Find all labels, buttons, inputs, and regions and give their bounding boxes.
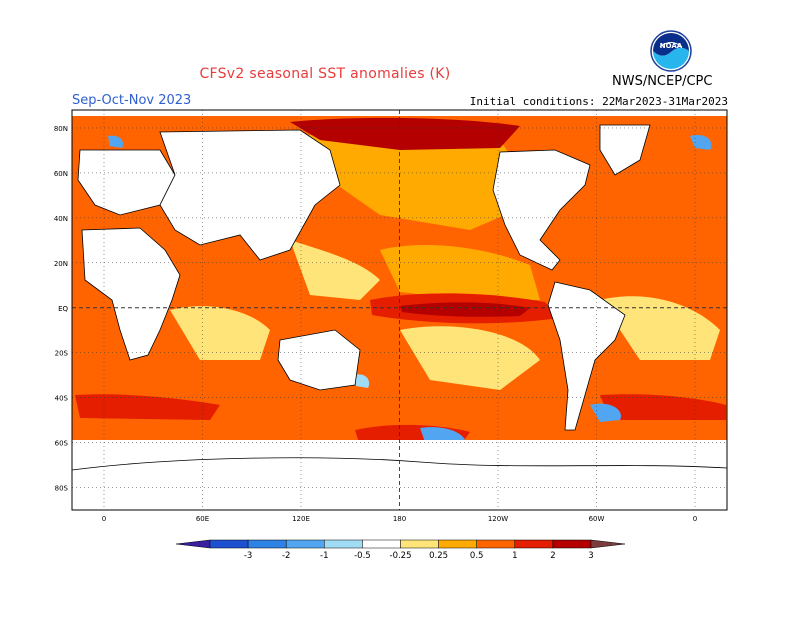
south-atlantic-weak [600,296,720,360]
lat-label: EQ [58,305,68,313]
colorbar-box [438,539,477,549]
indian-ocean-weak [170,306,270,360]
greenland [599,124,651,176]
tropical-pacific-moderate [380,245,540,300]
europe [77,149,176,216]
cool-patch-arctic [108,135,124,148]
colorbar-label: -0.5 [354,551,371,561]
lon-label: 0 [102,515,106,523]
cool-patch-south-atlantic [590,403,621,422]
africa [81,227,181,361]
western-pacific-weak [290,240,380,300]
colorbar-label: -1 [320,551,328,561]
colorbar-box [400,539,439,549]
lat-label: 40N [54,215,68,223]
colorbar-box [362,539,401,549]
colorbar-label: -0.25 [390,551,412,561]
initial-conditions-label: Initial conditions: 22Mar2023-31Mar2023 [469,95,728,108]
lat-label: 80N [54,125,68,133]
latitude-labels: 80N 60N 40N 20N EQ 20S 40S 60S 80S [54,125,69,493]
colorbar-box [552,539,592,549]
colorbar-low-arrow [175,539,211,549]
colorbar-label: 0.5 [470,551,484,561]
el-nino-core [400,302,530,317]
colorbar-label: 0.25 [429,551,448,561]
lon-label: 60W [589,515,605,523]
lat-label: 20S [55,350,69,358]
lat-label: 40S [55,395,69,403]
lat-label: 60N [54,170,68,178]
north-pacific-moderate [300,125,540,230]
season-label: Sep-Oct-Nov 2023 [72,93,192,108]
arctic-strong [290,117,520,150]
colorbar: -3 -2 -1 -0.5 -0.25 0.25 0.5 1 2 3 [175,539,626,561]
lon-label: 0 [693,515,697,523]
map-title: CFSv2 seasonal SST anomalies (K) [199,66,451,82]
colorbar-box [476,539,516,549]
graticule [72,110,727,510]
colorbar-box [285,539,325,549]
north-america [492,149,591,271]
southern-ocean-strong-east [600,394,726,420]
colorbar-label: 2 [550,551,555,561]
colorbar-label: 3 [588,551,593,561]
logo-text: NOAA [660,42,683,50]
map-frame [71,109,728,511]
lon-label: 120W [488,515,508,523]
colorbar-box [209,539,249,549]
south-pacific-weak [400,326,540,390]
colorbar-box [514,539,554,549]
australia [277,329,361,391]
colorbar-label: -2 [282,551,290,561]
lat-label: 20N [54,260,68,268]
asia [159,129,341,261]
longitude-labels: 0 60E 120E 180 120W 60W 0 [102,515,697,523]
agency-label: NWS/NCEP/CPC [612,74,713,89]
lon-label: 60E [196,515,209,523]
noaa-logo: NOAA [650,30,692,72]
cool-patch-australia [355,374,370,388]
south-america [547,281,626,431]
lon-label: 180 [393,515,406,523]
colorbar-box [324,539,363,549]
lon-label: 120E [292,515,310,523]
lat-label: 60S [55,440,69,448]
colorbar-high-arrow [590,539,626,549]
cool-patch-labrador [690,134,712,150]
colorbar-label: -3 [244,551,252,561]
southern-ocean-strong-west [75,394,220,420]
colorbar-label: 1 [512,551,517,561]
lat-label: 80S [55,485,69,493]
colorbar-box [247,539,287,549]
